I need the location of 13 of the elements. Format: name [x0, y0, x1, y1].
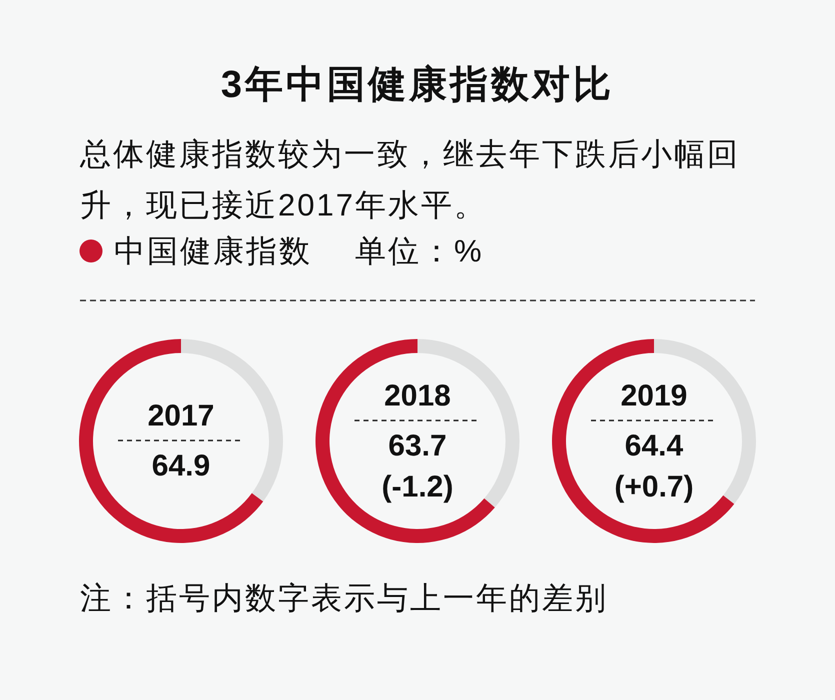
text: (+0.7) — [614, 470, 694, 504]
data-label: 63.7 — [388, 430, 447, 462]
text: (-1.2) — [382, 470, 454, 504]
text: 3年中国健康指数对比 — [220, 64, 614, 106]
text: 2017 — [148, 400, 214, 432]
text: 单位：% — [355, 234, 484, 268]
data-label: 64.4 — [624, 430, 684, 462]
legend-label: 中国健康指数 — [114, 234, 312, 268]
text: 2018 — [384, 380, 451, 412]
text: 注：括号内数字表示与上一年的差别 — [80, 580, 608, 616]
text: 2019 — [620, 380, 688, 412]
text: 总体健康指数较为一致，继去年下跌后小幅回升，现已接近2017年水平。 — [79, 136, 740, 222]
data-label: 64.9 — [152, 450, 210, 482]
